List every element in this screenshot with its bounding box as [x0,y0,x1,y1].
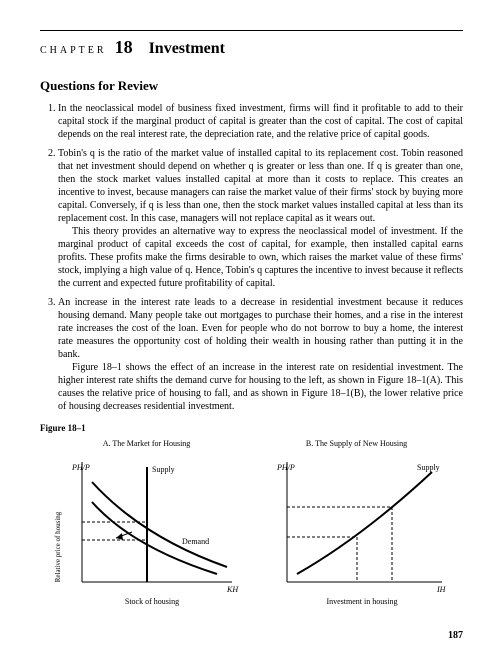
chart-a-caption: A. The Market for Housing [52,439,242,448]
figure-label: Figure 18–1 [40,423,463,433]
supply-label: Supply [417,463,440,472]
question-text: In the neoclassical model of business fi… [58,103,463,140]
chart-a-svg: Relative price of housing PH/P Supply De… [52,452,242,607]
chart-a-ylabel: PH/P [71,463,90,472]
demand-curve-1 [92,482,227,567]
chart-a-xlabel: Stock of housing [124,597,178,606]
list-item: An increase in the interest rate leads t… [58,296,463,413]
section-title: Questions for Review [40,78,463,94]
question-text: Tobin's q is the ratio of the market val… [58,148,463,224]
demand-label: Demand [182,537,209,546]
question-para2: This theory provides an alternative way … [58,225,463,290]
chapter-header: CHAPTER 18 Investment [40,37,463,58]
chart-a: A. The Market for Housing Relative price… [52,439,242,610]
question-text: An increase in the interest rate leads t… [58,297,463,360]
page-number: 187 [40,630,463,641]
shift-arrow-head [116,533,123,540]
chapter-title: Investment [149,40,225,58]
chapter-label: CHAPTER [40,45,107,56]
chart-a-ylabel-side: Relative price of housing [54,511,62,582]
chart-b-xvar: IH [436,585,447,594]
chart-b-svg: PH/P Supply IH Investment in housing [262,452,452,607]
chapter-rule [40,30,463,31]
question-para2: Figure 18–1 shows the effect of an incre… [58,361,463,413]
chart-b-ylabel: PH/P [276,463,295,472]
chart-b: B. The Supply of New Housing PH/P Supply… [262,439,452,610]
list-item: Tobin's q is the ratio of the market val… [58,147,463,290]
chart-a-xvar: KH [226,585,239,594]
chart-b-caption: B. The Supply of New Housing [262,439,452,448]
question-list: In the neoclassical model of business fi… [40,102,463,413]
chart-b-xlabel: Investment in housing [326,597,397,606]
list-item: In the neoclassical model of business fi… [58,102,463,141]
supply-label: Supply [152,465,175,474]
chapter-number: 18 [115,37,133,58]
supply-curve [297,472,432,574]
figure-panels: A. The Market for Housing Relative price… [40,439,463,610]
